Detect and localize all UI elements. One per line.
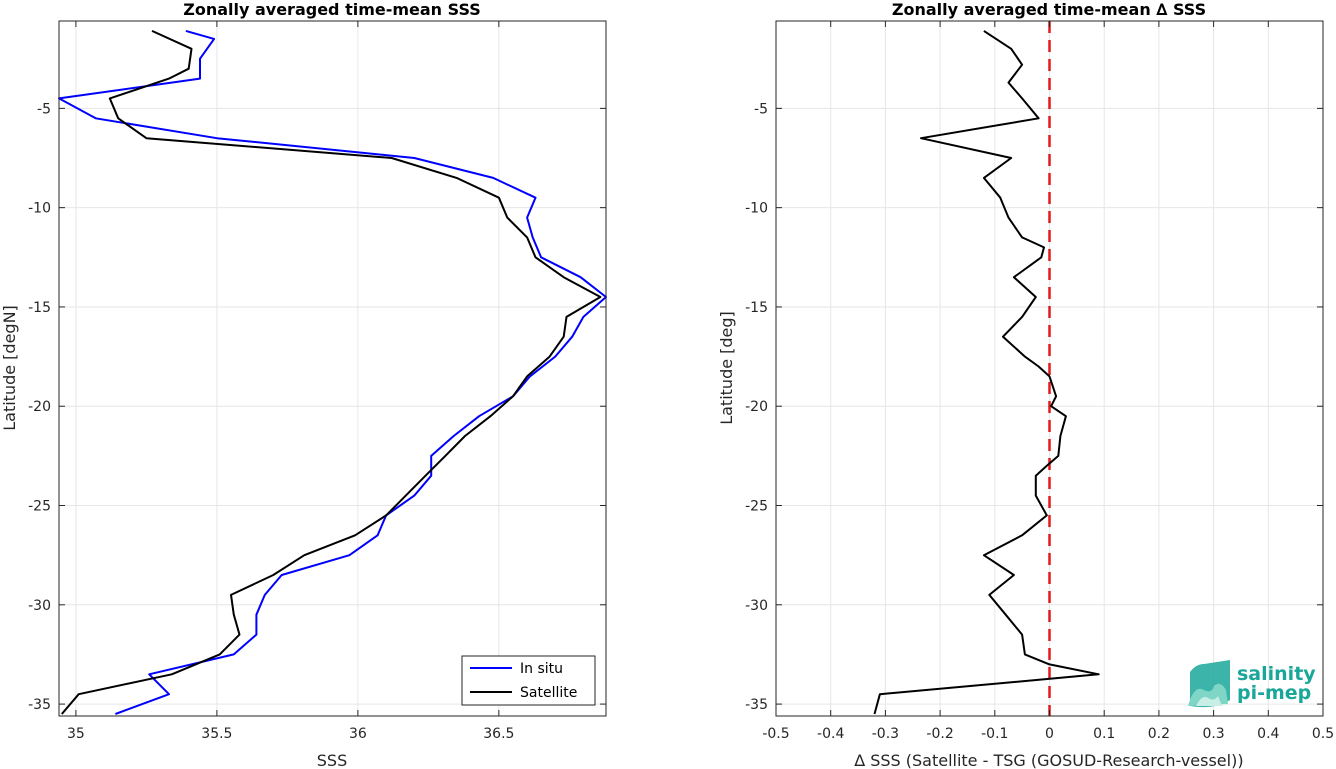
- y-tick-label: -10: [28, 201, 51, 217]
- x-tick-label: 0: [1045, 726, 1054, 742]
- x-tick-label: 0.5: [1312, 726, 1334, 742]
- left-panel: 35 35.5 36 36.5 -5 -10 -15 -20 -25 -30 -35 Zonally…: [0, 0, 607, 769]
- y-tick-label: -15: [28, 300, 51, 316]
- series-line-delta-sss: [873, 30, 1100, 715]
- x-tick-label: 35: [67, 726, 85, 742]
- left-ticks: 35 35.5 36 36.5 -5 -10 -15 -20 -25 -30 -35: [28, 21, 606, 742]
- y-tick-label: -5: [37, 101, 51, 117]
- x-tick-label: -0.4: [817, 726, 844, 742]
- y-tick-label: -35: [745, 697, 768, 713]
- y-tick-label: -20: [745, 399, 768, 415]
- legend: In situ Satellite: [461, 655, 596, 706]
- x-tick-label: 36: [349, 726, 367, 742]
- x-tick-label: -0.1: [981, 726, 1008, 742]
- salinity-pi-mep-logo: salinity pi-mep: [1188, 660, 1316, 708]
- series-line-satellite: [61, 29, 602, 715]
- logo-text-salinity: salinity: [1237, 663, 1316, 685]
- legend-label-in-situ: In situ: [520, 661, 563, 677]
- y-tick-label: -5: [754, 101, 768, 117]
- x-tick-label: 35.5: [201, 726, 232, 742]
- left-chart-title: Zonally averaged time-mean SSS: [183, 0, 481, 19]
- x-tick-label: 0.2: [1148, 726, 1170, 742]
- y-tick-label: -30: [28, 598, 51, 614]
- right-series: [873, 30, 1100, 715]
- logo-text-pi-mep: pi-mep: [1237, 682, 1311, 704]
- left-series: [58, 29, 607, 715]
- right-panel: -0.5 -0.4 -0.3 -0.2 -0.1 0 0.1 0.2 0.3 0.4 0.5 -5 -1…: [717, 0, 1334, 769]
- wave-icon: [1188, 660, 1230, 708]
- right-ticks: -0.5 -0.4 -0.3 -0.2 -0.1 0 0.1 0.2 0.3 0.4 0.5 -5 -1…: [745, 21, 1334, 742]
- x-tick-label: 36.5: [483, 726, 514, 742]
- y-tick-label: -25: [745, 499, 768, 515]
- x-tick-label: 0.4: [1257, 726, 1279, 742]
- y-tick-label: -15: [745, 300, 768, 316]
- left-x-axis-label: SSS: [317, 751, 347, 769]
- x-tick-label: 0.1: [1093, 726, 1115, 742]
- x-tick-label: -0.5: [762, 726, 789, 742]
- y-tick-label: -35: [28, 697, 51, 713]
- series-line-in-situ: [58, 29, 607, 715]
- legend-box: [461, 655, 596, 706]
- right-chart-title: Zonally averaged time-mean ∆ SSS: [892, 0, 1206, 19]
- left-y-axis-label: Latitude [degN]: [0, 305, 19, 431]
- right-y-axis-label: Latitude [deg]: [717, 311, 736, 425]
- x-tick-label: 0.3: [1202, 726, 1224, 742]
- x-tick-label: -0.2: [926, 726, 953, 742]
- legend-label-satellite: Satellite: [520, 685, 577, 701]
- left-grid: [59, 21, 606, 716]
- y-tick-label: -30: [745, 598, 768, 614]
- left-axes-box: [58, 20, 607, 717]
- y-tick-label: -25: [28, 499, 51, 515]
- y-tick-label: -10: [745, 201, 768, 217]
- right-x-axis-label: ∆ SSS (Satellite - TSG (GOSUD-Research-v…: [853, 751, 1243, 769]
- x-tick-label: -0.3: [872, 726, 899, 742]
- y-tick-label: -20: [28, 399, 51, 415]
